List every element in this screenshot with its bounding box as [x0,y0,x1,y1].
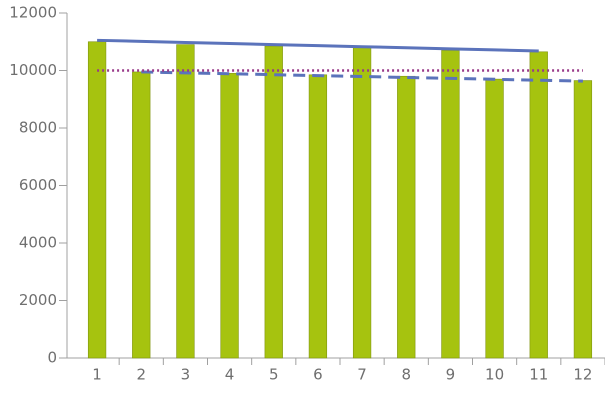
y-tick-label: 8000 [19,119,57,137]
line [97,38,539,53]
line [141,70,583,83]
bar [87,41,107,359]
bar [352,47,372,359]
y-tick-label: 4000 [19,234,57,252]
bar [573,80,593,359]
x-tick-label: 2 [136,366,146,384]
bar [397,75,416,359]
bar [485,78,504,359]
y-tick-label: 0 [47,349,57,367]
x-tick-label: 8 [401,366,411,384]
y-tick-label: 12000 [9,4,57,22]
y-tick-label: 10000 [9,61,57,79]
bar [441,50,460,359]
x-tick-label: 10 [485,366,504,384]
bar [308,74,328,359]
bar [264,45,283,359]
x-tick-label: 6 [313,366,323,384]
y-tick-label: 6000 [19,176,57,194]
x-tick-label: 5 [269,366,279,384]
x-tick-label: 9 [446,366,456,384]
x-tick-label: 12 [573,366,592,384]
bar [132,71,151,359]
x-tick-label: 3 [181,366,191,384]
bar [529,51,548,359]
y-tick-label: 2000 [19,291,57,309]
x-tick-label: 7 [357,366,367,384]
x-tick-label: 4 [225,366,235,384]
x-tick-label: 1 [92,366,102,384]
bar [176,44,195,359]
bar [220,73,239,359]
x-tick-label: 11 [529,366,548,384]
